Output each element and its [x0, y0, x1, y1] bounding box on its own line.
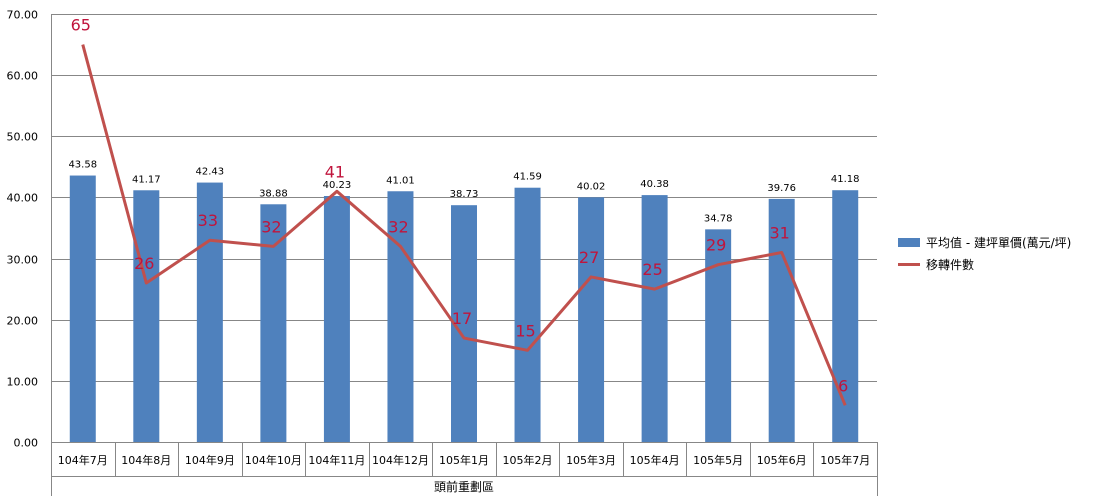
- bar: [387, 191, 414, 442]
- x-axis: 104年7月 104年8月 104年9月 104年10月 104年11月 104年12月 1…: [51, 442, 878, 496]
- bar-data-label: 41.59: [513, 172, 542, 183]
- bar: [578, 197, 605, 442]
- legend-line-swatch: [898, 262, 920, 266]
- x-tick-label: 104年7月: [58, 453, 108, 467]
- x-tick-label: 105年1月: [439, 453, 489, 467]
- y-tick-label: 40.00: [7, 192, 39, 205]
- x-tick-label: 104年10月: [245, 453, 302, 467]
- legend: 平均值 - 建坪單價(萬元/坪) 移轉件數: [898, 231, 1071, 275]
- x-tick-label: 105年5月: [693, 453, 743, 467]
- bar: [260, 204, 287, 442]
- bar: [705, 229, 732, 442]
- x-group-label: 頭前重劃區: [434, 479, 494, 494]
- line-data-label: 15: [515, 321, 535, 340]
- line-data-labels: 65 26 33 32 41 32 17 15 27 25 29 31 6: [71, 16, 849, 396]
- y-tick-label: 50.00: [7, 131, 39, 144]
- bar-data-label: 41.17: [132, 174, 161, 185]
- y-tick-label: 10.00: [7, 376, 39, 389]
- legend-bar-label: 平均值 - 建坪單價(萬元/坪): [926, 235, 1072, 250]
- line-data-label: 26: [134, 254, 154, 273]
- bar: [768, 198, 795, 442]
- line-series: [81, 44, 847, 406]
- bar: [133, 190, 160, 442]
- bar: [514, 187, 541, 442]
- legend-line-label: 移轉件數: [926, 257, 975, 272]
- bar: [641, 195, 668, 442]
- y-axis: 0.00 10.00 20.00 30.00 40.00 50.00 60.00 70.00: [7, 9, 52, 496]
- line-data-label: 65: [71, 16, 91, 35]
- bar-data-label: 38.88: [259, 188, 288, 199]
- line-data-label: 31: [770, 223, 790, 242]
- bar: [323, 196, 350, 442]
- line-data-label: 6: [838, 376, 848, 395]
- line-path: [81, 44, 847, 406]
- bar-data-label: 34.78: [704, 213, 733, 224]
- x-tick-label: 104年12月: [372, 453, 429, 467]
- legend-item-line: 移轉件數: [898, 253, 1071, 275]
- line-data-label: 32: [261, 217, 281, 236]
- y-tick-label: 60.00: [7, 70, 39, 83]
- line-data-label: 25: [642, 260, 662, 279]
- bar-data-label: 39.76: [767, 183, 796, 194]
- bar-data-label: 38.73: [450, 189, 479, 200]
- y-tick-label: 20.00: [7, 315, 39, 328]
- line-data-label: 29: [706, 236, 726, 255]
- bar-data-label: 40.02: [577, 181, 606, 192]
- line-data-label: 33: [198, 211, 218, 230]
- bar-data-label: 41.18: [831, 174, 860, 185]
- x-tick-label: 104年9月: [185, 453, 235, 467]
- x-tick-label: 105年3月: [566, 453, 616, 467]
- x-tick-label: 104年11月: [308, 453, 365, 467]
- y-tick-label: 30.00: [7, 254, 39, 267]
- y-tick-label: 70.00: [7, 9, 39, 22]
- bar-data-label: 40.38: [640, 179, 669, 190]
- bar-series: [69, 175, 859, 442]
- bar-data-label: 42.43: [196, 167, 225, 178]
- y-tick-label: 0.00: [14, 437, 39, 450]
- line-data-label: 27: [579, 248, 599, 267]
- bar: [196, 182, 223, 442]
- x-tick-label: 104年8月: [121, 453, 171, 467]
- line-data-label: 41: [325, 162, 345, 181]
- bar-data-label: 43.58: [68, 160, 97, 171]
- x-tick-label: 105年4月: [630, 453, 680, 467]
- x-tick-label: 105年2月: [503, 453, 553, 467]
- bar-data-label: 40.23: [323, 180, 352, 191]
- line-data-label: 32: [388, 217, 408, 236]
- x-tick-label: 105年6月: [757, 453, 807, 467]
- bar: [832, 190, 859, 442]
- bar-data-label: 41.01: [386, 175, 415, 186]
- line-data-label: 17: [452, 309, 472, 328]
- legend-bar-swatch: [898, 237, 920, 247]
- bar: [69, 175, 96, 442]
- legend-item-bar: 平均值 - 建坪單價(萬元/坪): [898, 231, 1071, 253]
- x-tick-label: 105年7月: [820, 453, 870, 467]
- bar-data-labels: 43.58 41.17 42.43 38.88 40.23 41.01 38.73 41.59…: [68, 160, 859, 225]
